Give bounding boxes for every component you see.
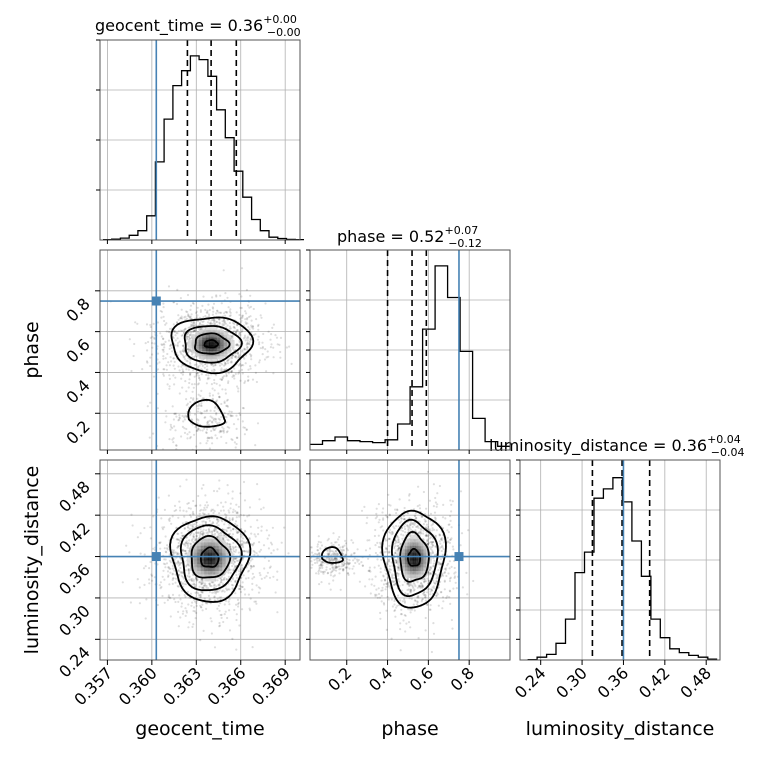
xtick-geocent_time-0.363: 0.363: [159, 663, 205, 709]
truth-point-phase-luminosity_distance: [454, 552, 464, 562]
xtick-phase-0.2: 0.2: [324, 663, 355, 694]
ytick-luminosity_distance-0.24: 0.24: [55, 643, 94, 682]
title-phase: phase = 0.52+0.07 −0.12: [337, 224, 482, 250]
hist-panel-luminosity_distance: [516, 459, 721, 661]
xtick-luminosity_distance-0.48: 0.48: [676, 663, 715, 702]
xtick-phase-0.6: 0.6: [406, 663, 437, 694]
scatter-geocent_time-phase: [109, 267, 293, 450]
hist-panel-phase: [306, 249, 511, 451]
xtick-luminosity_distance-0.42: 0.42: [635, 663, 674, 702]
ylabel-luminosity-distance: luminosity_distance: [21, 466, 43, 655]
truth-point-geocent_time-phase: [151, 296, 161, 306]
ytick-luminosity_distance-0.42: 0.42: [55, 519, 94, 558]
contour-geocent_time-phase-1: [194, 332, 231, 355]
xtick-luminosity_distance-0.30: 0.30: [552, 663, 591, 702]
xlabel-phase: phase: [381, 718, 438, 740]
ylabel-phase: phase: [21, 321, 43, 378]
xtick-phase-0.8: 0.8: [447, 663, 478, 694]
joint-panel-geocent_time-phase: [99, 249, 301, 451]
contour-secondary-phase-luminosity_distance: [321, 546, 344, 564]
contour-geocent_time-luminosity_distance-0: [200, 546, 220, 568]
histogram-geocent_time: [103, 55, 304, 241]
joint-panel-geocent_time-luminosity_distance: [99, 459, 301, 661]
contour-geocent_time-luminosity_distance-2: [179, 524, 243, 592]
title-geocent-time: geocent_time = 0.36+0.00 −0.00: [95, 13, 301, 39]
xtick-phase-0.4: 0.4: [365, 663, 396, 694]
contour-geocent_time-phase-2: [183, 325, 243, 364]
xtick-geocent_time-0.360: 0.360: [115, 663, 161, 709]
contour-geocent_time-phase-0: [203, 338, 220, 349]
contour-phase-luminosity_distance-1: [399, 530, 430, 583]
ytick-phase-0.2: 0.2: [62, 417, 93, 448]
histogram-luminosity_distance: [527, 477, 718, 661]
ytick-phase-0.6: 0.6: [62, 335, 93, 366]
joint-panel-phase-luminosity_distance: [309, 459, 511, 661]
xlabel-geocent-time: geocent_time: [135, 718, 264, 740]
xtick-geocent_time-0.369: 0.369: [248, 663, 294, 709]
xlabel-luminosity-distance: luminosity_distance: [526, 718, 715, 740]
xtick-luminosity_distance-0.24: 0.24: [511, 663, 550, 702]
histogram-phase: [310, 265, 511, 447]
xtick-geocent_time-0.366: 0.366: [204, 663, 250, 709]
truth-point-geocent_time-luminosity_distance: [151, 552, 161, 562]
ytick-luminosity_distance-0.36: 0.36: [55, 560, 94, 599]
ytick-phase-0.8: 0.8: [62, 294, 93, 325]
contour-phase-luminosity_distance-2: [390, 518, 439, 597]
title-luminosity-distance: luminosity_distance = 0.36+0.04 −0.04: [489, 433, 745, 459]
contour-geocent_time-luminosity_distance-3: [169, 515, 252, 603]
contour-phase-luminosity_distance-0: [407, 548, 421, 567]
xtick-luminosity_distance-0.36: 0.36: [594, 663, 633, 702]
ytick-phase-0.4: 0.4: [62, 376, 93, 407]
contour-secondary-geocent_time-phase: [187, 398, 227, 428]
contour-geocent_time-phase-3: [170, 316, 255, 375]
contour-phase-luminosity_distance-3: [381, 509, 447, 609]
ytick-luminosity_distance-0.48: 0.48: [55, 477, 94, 516]
contour-geocent_time-luminosity_distance-1: [190, 534, 232, 579]
hist-panel-geocent_time: [96, 39, 304, 241]
ytick-luminosity_distance-0.30: 0.30: [55, 601, 94, 640]
